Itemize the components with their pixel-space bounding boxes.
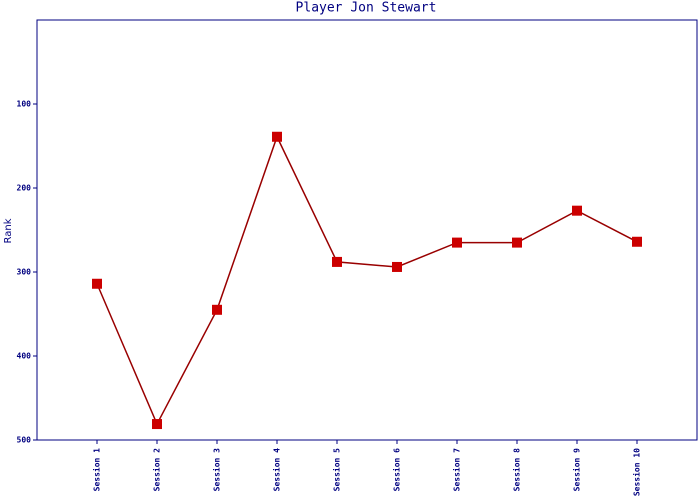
x-tick-label: Session 2 xyxy=(152,448,162,492)
marker xyxy=(332,256,342,267)
x-tick-label: Session 4 xyxy=(272,448,282,492)
x-tick-label: Session 6 xyxy=(392,448,402,492)
y-tick-label: 300 xyxy=(17,268,32,277)
y-tick-label: 200 xyxy=(17,184,32,193)
marker xyxy=(392,261,402,272)
marker xyxy=(572,205,582,216)
marker xyxy=(212,304,222,315)
y-axis-label: Rank xyxy=(3,218,14,243)
x-tick-label: Session 3 xyxy=(212,448,222,492)
x-tick-label: Session 5 xyxy=(332,448,342,492)
chart-title: Player Jon Stewart xyxy=(296,1,437,16)
series-line xyxy=(96,134,638,426)
x-tick-label: Session 9 xyxy=(572,448,582,492)
plot-frame xyxy=(36,19,698,441)
y-tick-label: 100 xyxy=(17,100,32,109)
x-tick-label: Session 10 xyxy=(632,448,642,496)
x-tick-label: Session 1 xyxy=(92,448,102,492)
x-tick-label: Session 7 xyxy=(452,448,462,492)
y-tick-label: 400 xyxy=(17,352,32,361)
marker xyxy=(152,419,162,430)
y-tick-label: 500 xyxy=(17,436,32,445)
marker xyxy=(632,236,642,247)
marker xyxy=(452,237,462,248)
marker xyxy=(272,131,282,142)
x-tick-label: Session 8 xyxy=(512,448,522,492)
marker xyxy=(92,278,102,289)
marker xyxy=(512,237,522,248)
